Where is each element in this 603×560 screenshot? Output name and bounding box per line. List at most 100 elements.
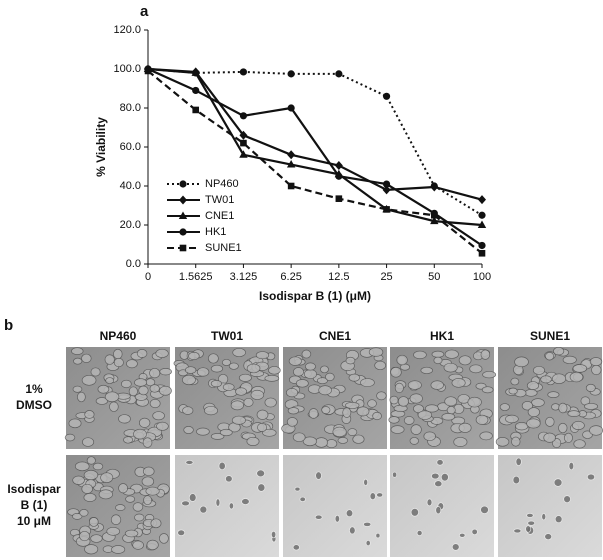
cell <box>199 505 208 514</box>
cell <box>100 472 114 483</box>
cell <box>409 437 419 445</box>
cell <box>113 357 124 368</box>
cell <box>544 533 553 541</box>
cell <box>360 378 375 388</box>
row-label: Isodispar <box>7 482 61 496</box>
marker <box>179 195 187 205</box>
cell <box>72 512 83 520</box>
legend-label: TW01 <box>205 194 234 206</box>
cell <box>499 403 510 411</box>
cell <box>347 428 358 437</box>
marker <box>179 180 187 188</box>
cell <box>413 404 424 414</box>
cell <box>225 475 233 483</box>
cell <box>551 373 567 384</box>
cell <box>389 395 399 405</box>
cell <box>435 506 442 515</box>
cell <box>97 384 110 394</box>
row-label: 10 μM <box>17 514 51 528</box>
cell <box>321 406 331 414</box>
row-label: 1% <box>25 382 43 396</box>
marker <box>239 150 248 158</box>
cell <box>125 495 136 503</box>
cell <box>410 508 419 517</box>
cell <box>210 364 224 373</box>
cell <box>293 367 304 377</box>
cell <box>73 357 83 365</box>
cell <box>543 432 556 443</box>
cell <box>182 406 194 415</box>
cell <box>505 414 519 424</box>
cell <box>345 401 360 409</box>
cell <box>527 407 540 418</box>
legend-label: NP460 <box>205 178 239 190</box>
cell <box>444 349 459 359</box>
cell <box>118 483 128 494</box>
cell <box>188 493 197 502</box>
cell <box>177 529 186 536</box>
cell <box>571 420 585 430</box>
column-header: HK1 <box>430 329 454 343</box>
cell <box>369 492 376 501</box>
y-tick-label: 0.0 <box>126 258 141 270</box>
cell <box>138 417 151 428</box>
x-tick-label: 50 <box>428 271 440 283</box>
cell <box>368 347 384 357</box>
cell <box>376 492 384 498</box>
cell <box>81 483 93 494</box>
cell <box>268 366 281 375</box>
cell <box>181 374 196 386</box>
cell <box>185 460 194 465</box>
cell <box>196 367 210 377</box>
cell <box>228 362 239 370</box>
cell <box>308 408 319 419</box>
cell <box>416 530 423 536</box>
marker <box>286 160 296 168</box>
cell <box>512 475 520 485</box>
cell <box>246 436 260 446</box>
cell <box>141 476 155 487</box>
cell <box>481 386 494 394</box>
cell <box>314 514 323 520</box>
cell <box>188 351 200 361</box>
cell <box>81 353 92 363</box>
y-axis-label: % Viability <box>94 117 108 177</box>
cell <box>545 416 555 427</box>
cell <box>150 518 162 529</box>
cell <box>262 428 277 437</box>
cell <box>250 389 265 400</box>
cell <box>541 513 547 521</box>
y-tick-label: 100.0 <box>113 63 141 75</box>
cell <box>562 355 577 365</box>
cell <box>64 433 76 442</box>
legend-label: CNE1 <box>205 210 234 222</box>
row-label: B (1) <box>21 498 48 512</box>
marker <box>179 228 187 236</box>
cell <box>264 374 280 382</box>
cell <box>363 478 369 486</box>
cell <box>299 496 306 502</box>
cell <box>480 349 491 360</box>
cell <box>314 437 328 448</box>
x-tick-label: 1.5625 <box>179 271 213 283</box>
cell <box>142 466 155 477</box>
cell <box>219 428 233 437</box>
cell <box>79 509 89 517</box>
cell <box>106 526 121 536</box>
cell <box>149 384 160 393</box>
cell <box>109 401 119 412</box>
cell <box>547 391 560 399</box>
cell <box>514 356 529 368</box>
cell <box>345 356 356 365</box>
cell <box>90 534 103 543</box>
cell <box>257 483 266 492</box>
cell <box>113 348 123 360</box>
cell <box>372 411 382 421</box>
cell <box>436 459 444 466</box>
cell <box>68 418 82 429</box>
cell <box>508 387 518 395</box>
cell <box>443 362 458 373</box>
cell <box>532 365 546 375</box>
